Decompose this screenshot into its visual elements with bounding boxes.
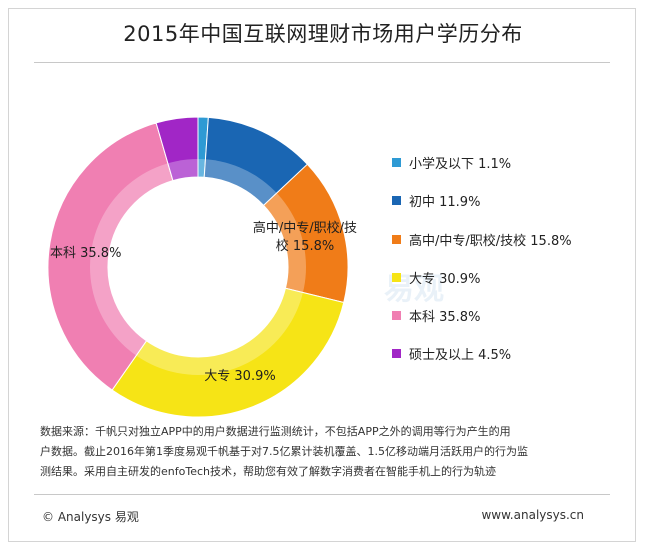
legend-swatch — [392, 234, 401, 244]
slice-label-5: 本科 35.8% — [50, 246, 121, 261]
legend-swatch — [392, 157, 401, 167]
legend-swatch — [392, 348, 401, 358]
donut-slices — [47, 116, 349, 418]
legend-item-3: 高中/中专/职校/技校 15.8% — [392, 229, 572, 249]
note-line: 户数据。截止2016年第1季度易观千帆基于对7.5亿累计装机覆盖、1.5亿移动端… — [40, 445, 528, 458]
legend-item-6: 硕士及以上 4.5% — [392, 343, 511, 363]
legend-label: 硕士及以上 4.5% — [409, 347, 512, 363]
slice-labels: 高中/中专/职校/技校 15.8% 大专 30.9% 本科 35.8% — [50, 220, 357, 384]
legend-item-5: 本科 35.8% — [392, 305, 480, 325]
chart-title: 2015年中国互联网理财市场用户学历分布 — [123, 22, 523, 46]
legend-swatch — [392, 310, 401, 320]
legend-label: 小学及以下 1.1% — [409, 156, 512, 172]
legend-item-4: 大专 30.9% — [392, 267, 480, 287]
copyright: © Analysys 易观 — [42, 510, 139, 524]
legend-swatch — [392, 195, 401, 205]
legend-label: 大专 30.9% — [409, 271, 481, 287]
legend-swatch — [392, 272, 401, 282]
legend-label: 初中 11.9% — [409, 194, 481, 210]
title-divider — [34, 62, 610, 63]
note-line: 测结果。采用自主研发的enfoTech技术，帮助您有效了解数字消费者在智能手机上… — [40, 465, 496, 478]
slice-label-4: 大专 30.9% — [204, 369, 275, 384]
footer-divider — [34, 494, 610, 495]
legend-label: 高中/中专/职校/技校 15.8% — [409, 233, 572, 249]
slice-label-3: 高中/中专/职校/技校 15.8% — [253, 220, 357, 254]
note-line: 数据来源：千帆只对独立APP中的用户数据进行监测统计，不包括APP之外的调用等行… — [40, 425, 511, 438]
website-link: www.analysys.cn — [481, 508, 584, 522]
legend-label: 本科 35.8% — [409, 309, 481, 325]
legend-item-2: 初中 11.9% — [392, 190, 480, 210]
donut-hole — [108, 177, 288, 357]
data-source-note: 数据来源：千帆只对独立APP中的用户数据进行监测统计，不包括APP之外的调用等行… — [40, 422, 600, 482]
legend-item-1: 小学及以下 1.1% — [392, 152, 511, 172]
